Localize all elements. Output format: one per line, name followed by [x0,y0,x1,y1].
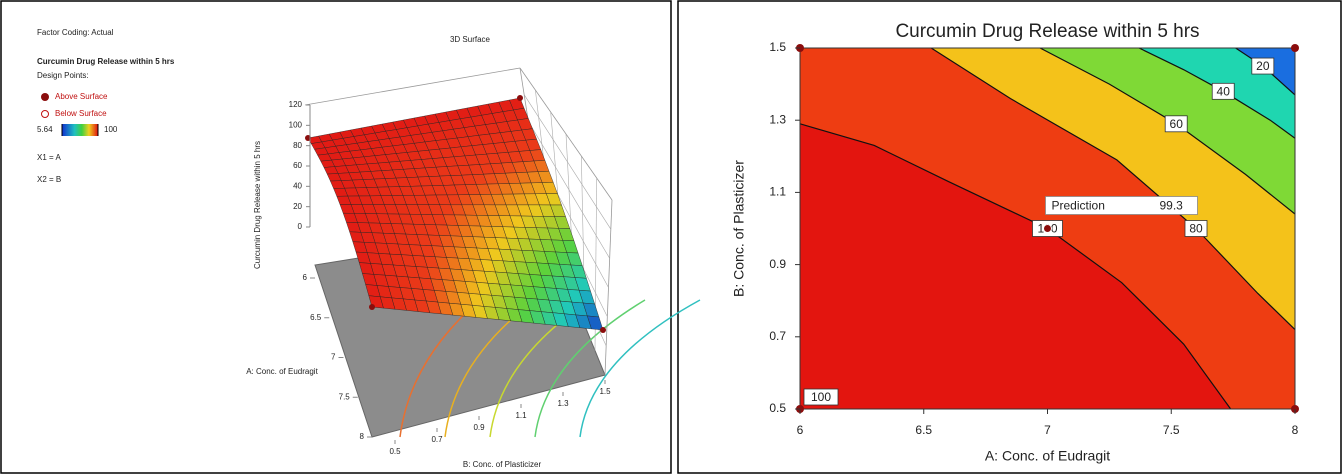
contour-label-box [1211,82,1235,100]
z-tick-label: 0 [298,222,303,231]
y-tick-label: 0.9 [769,257,786,271]
floor-contour [534,299,646,438]
response-name: Curcumin Drug Release within 5 hrs [37,57,175,66]
contour-label-box [1164,115,1188,133]
y-tick-label: 1.1 [769,185,786,199]
contour-label: 60 [1170,117,1184,131]
chart-title: Curcumin Drug Release within 5 hrs [895,21,1199,42]
y-axis-label: B: Conc. of Plasticizer [731,160,747,297]
y-tick-label: 0.9 [473,423,485,432]
z-tick-label: 40 [293,181,302,190]
x-tick-label: 6 [797,423,804,437]
design-points-title: Design Points: [37,71,89,80]
contour-label-box [1251,57,1275,75]
legend-label: Above Surface [55,92,108,101]
z-tick-label: 60 [293,161,302,170]
x-tick-label: 6 [303,273,308,282]
x-tick-label: 6.5 [915,423,932,437]
y-tick-label: 0.7 [431,435,443,444]
y-tick-label: 1.5 [769,40,786,54]
y-tick-label: 0.5 [389,447,401,456]
floor-contour [579,299,701,438]
legend-label: Below Surface [55,109,107,118]
prediction-box [1045,196,1198,215]
design-point [517,95,523,101]
wall-grid [523,94,612,230]
x-axis-label: A: Conc. of Eudragit [246,367,318,376]
factor-label: X2 = B [37,175,61,184]
y-tick-label: 0.7 [769,329,786,343]
z-tick-label: 80 [293,141,302,150]
contour-band [1235,48,1295,95]
x-tick-label: 6.5 [310,313,322,322]
contour-label-box [1184,220,1208,237]
prediction-label: Prediction [1052,199,1105,213]
design-point [369,304,375,310]
surface-panel: Factor Coding: Actual Curcumin Drug Relea… [37,28,701,469]
box-edge [304,67,521,106]
contour-label: 20 [1256,59,1270,73]
contour-label: 40 [1217,84,1231,98]
contour-panel: 10080604020100Prediction99.366.577.580.5… [731,21,1299,464]
x-tick-label: 7 [331,353,336,362]
colorbar-min: 5.64 [37,125,53,134]
prediction-value: 99.3 [1160,199,1184,213]
x-tick-label: 7.5 [1163,423,1180,437]
factor-label: X1 = A [37,153,61,162]
y-tick-label: 0.5 [769,401,786,415]
y-tick-label: 1.3 [557,399,569,408]
x-tick-label: 8 [360,432,365,441]
z-tick-label: 120 [289,100,303,109]
x-tick-label: 7.5 [339,392,351,401]
legend-marker [41,93,49,101]
colorbar [62,124,98,136]
chart-title: 3D Surface [450,35,491,44]
y-axis-label: B: Conc. of Plasticizer [463,460,542,469]
x-tick-label: 7 [1044,423,1051,437]
design-point [1291,44,1299,52]
legend-marker [41,110,49,118]
contour-label: 80 [1189,222,1203,236]
z-axis-label: Curcumin Drug Release within 5 hrs [253,141,262,269]
prediction-point [1043,224,1052,233]
factor-coding: Factor Coding: Actual [37,28,114,37]
annotation-box [803,388,839,406]
y-tick-label: 1.5 [599,387,611,396]
annotation: 100 [811,390,831,404]
y-tick-label: 1.1 [515,411,527,420]
x-axis-label: A: Conc. of Eudragit [985,448,1110,464]
colorbar-max: 100 [104,125,118,134]
x-tick-label: 8 [1292,423,1299,437]
z-tick-label: 100 [289,120,303,129]
contour-line [930,48,1295,331]
z-tick-label: 20 [293,202,302,211]
y-tick-label: 1.3 [769,112,786,126]
design-point [600,327,606,333]
